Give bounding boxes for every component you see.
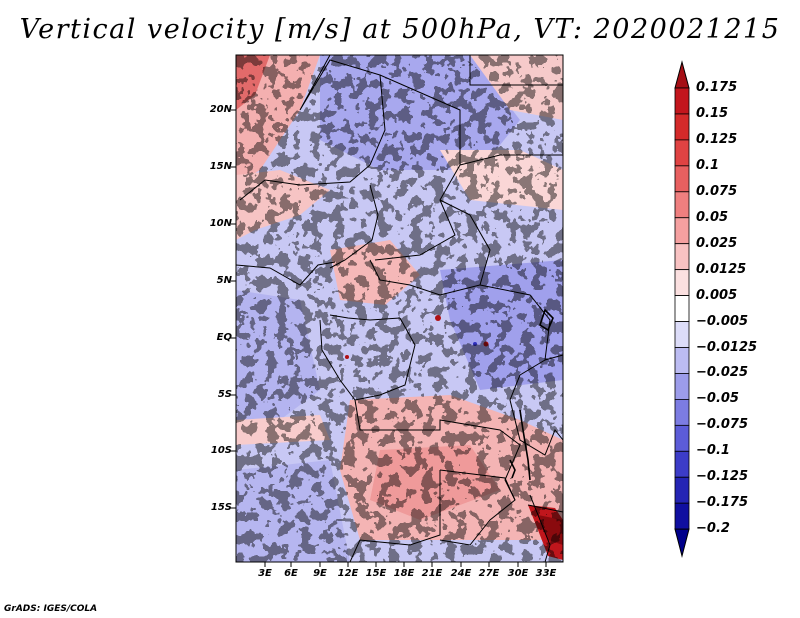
lat-label-20n: 20N (209, 104, 232, 115)
colorbar-label: 0.175 (696, 80, 738, 95)
colorbar-swatch (674, 269, 690, 296)
colorbar-swatch (674, 139, 690, 167)
colorbar-max-arrow (674, 60, 690, 89)
colorbar-label: −0.075 (696, 417, 749, 433)
lake-outlines (509, 308, 554, 481)
lon-label-27e: 27E (478, 568, 500, 579)
colorbar-swatch (674, 295, 690, 322)
colorbar-swatch (674, 191, 690, 219)
velocity-field (236, 55, 563, 562)
lon-label-18e: 18E (393, 568, 415, 579)
lat-label-10n: 10N (209, 218, 232, 229)
colorbar-swatch (674, 502, 690, 530)
colorbar-swatch (674, 398, 690, 426)
lon-label-6e: 6E (284, 568, 298, 579)
colorbar-label: −0.025 (696, 365, 749, 381)
lon-label-3e: 3E (258, 568, 272, 579)
lon-label-12e: 12E (337, 568, 359, 579)
lat-label-10s: 10S (210, 445, 232, 456)
colorbar-label: 0.075 (696, 183, 738, 199)
colorbar-label: −0.1 (696, 443, 730, 459)
colorbar-swatch (674, 424, 690, 452)
colorbar-swatch (674, 347, 690, 374)
colorbar-label: −0.2 (696, 521, 730, 537)
grads-credit: GrADS: IGES/COLA (4, 604, 98, 614)
colorbar-min-arrow (674, 528, 690, 558)
lat-label-eq: EQ (216, 332, 232, 343)
lon-label-15e: 15E (365, 568, 387, 579)
lon-label-21e: 21E (421, 568, 443, 579)
colorbar-swatch (674, 373, 690, 400)
colorbar-label: −0.005 (696, 313, 749, 329)
colorbar-swatch (674, 113, 690, 141)
colorbar-swatch (674, 321, 690, 348)
colorbar-label: 0.1 (696, 157, 720, 173)
colorbar-label: −0.125 (696, 469, 749, 485)
colorbar-swatch (674, 243, 690, 271)
colorbar-swatch (674, 476, 690, 504)
colorbar-swatch (674, 165, 690, 193)
colorbar-label: 0.05 (696, 209, 729, 225)
lat-label-5s: 5S (217, 389, 232, 400)
map-frame (235, 54, 564, 563)
colorbar-label: 0.15 (696, 105, 729, 121)
colorbar-swatch (674, 217, 690, 245)
lat-label-15n: 15N (209, 161, 232, 172)
colorbar-label: −0.0125 (696, 339, 758, 355)
lat-label-5n: 5N (216, 275, 232, 286)
lat-label-15s: 15S (210, 502, 232, 513)
chart-title: Vertical velocity [m/s] at 500hPa, VT: 2… (19, 14, 781, 45)
lon-label-24e: 24E (450, 568, 472, 579)
colorbar-label: 0.0125 (696, 261, 747, 277)
colorbar-label: 0.025 (696, 235, 738, 251)
lon-label-33e: 33E (535, 568, 557, 579)
lon-label-9e: 9E (313, 568, 327, 579)
colorbar-label: −0.175 (696, 495, 749, 511)
colorbar-swatch (674, 87, 690, 115)
axis-ticks (231, 109, 547, 567)
lon-label-30e: 30E (507, 568, 529, 579)
colorbar-label: 0.005 (696, 287, 738, 303)
colorbar-label: 0.125 (696, 131, 738, 147)
country-borders (236, 55, 563, 562)
colorbar-label: −0.05 (696, 391, 739, 407)
colorbar-swatch (674, 450, 690, 478)
